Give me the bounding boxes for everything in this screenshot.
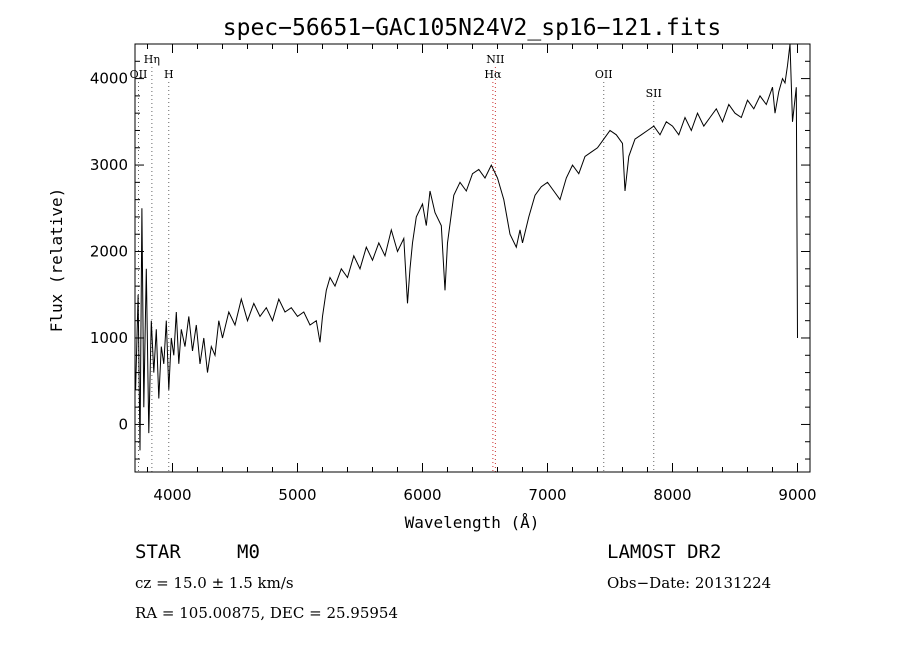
- x-tick-label: 6000: [403, 486, 441, 504]
- y-tick-label: 1000: [90, 329, 128, 347]
- y-tick-label: 4000: [90, 70, 128, 88]
- x-tick-label: 5000: [278, 486, 316, 504]
- marker-label: Hη: [144, 53, 160, 66]
- y-axis-label: Flux (relative): [47, 188, 66, 333]
- marker-label: H: [164, 68, 174, 81]
- marker-label: OII: [595, 68, 613, 81]
- marker-label: NII: [486, 53, 504, 66]
- y-tick-label: 2000: [90, 243, 128, 261]
- spectrum-series-line: [135, 43, 798, 451]
- x-axis-label: Wavelength (Å): [405, 513, 540, 532]
- ra-dec-coordinates: RA = 105.00875, DEC = 25.95954: [135, 604, 399, 622]
- survey-name: LAMOST DR2: [607, 541, 722, 563]
- observation-date: Obs−Date: 20131224: [607, 574, 772, 592]
- redshift-cz: cz = 15.0 ± 1.5 km/s: [135, 574, 294, 592]
- x-tick-label: 9000: [778, 486, 816, 504]
- y-tick-label: 3000: [90, 156, 128, 174]
- x-tick-label: 8000: [653, 486, 691, 504]
- marker-label: SII: [646, 87, 662, 100]
- object-subclass: M0: [237, 541, 260, 563]
- x-tick-label: 7000: [528, 486, 566, 504]
- y-tick-label: 0: [118, 415, 128, 433]
- plot-frame: [134, 43, 811, 473]
- spectral-line-markers: OII Hη H NII Hα OII SII: [130, 53, 662, 472]
- axes: 4000 5000 6000 7000 8000 9000 0 1000 2000 3000 400…: [90, 43, 817, 504]
- chart-title: spec−56651−GAC105N24V2_sp16−121.fits: [223, 15, 722, 41]
- marker-label: OII: [130, 68, 148, 81]
- x-tick-label: 4000: [153, 486, 191, 504]
- marker-label: Hα: [484, 68, 502, 81]
- object-class: STAR: [135, 541, 181, 563]
